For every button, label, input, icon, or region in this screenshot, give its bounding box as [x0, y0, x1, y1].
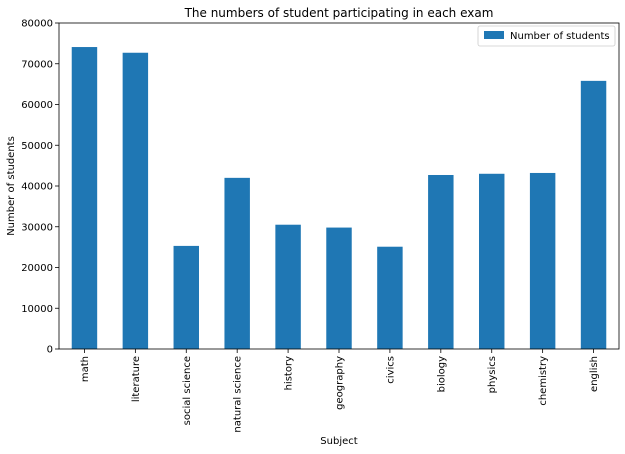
y-tick-label: 70000: [21, 59, 53, 70]
x-tick-label: literature: [131, 356, 142, 402]
bar: [580, 80, 607, 350]
bar: [529, 172, 556, 349]
x-tick-label: history: [284, 356, 295, 390]
bar: [173, 245, 199, 349]
legend-label: Number of students: [510, 31, 610, 42]
y-tick-label: 10000: [21, 304, 53, 315]
y-tick-label: 40000: [21, 182, 53, 193]
bar: [479, 173, 505, 349]
x-tick-label: geography: [335, 356, 346, 410]
x-tick-label: civics: [385, 356, 396, 384]
y-tick-label: 0: [47, 345, 53, 356]
y-tick-label: 50000: [21, 141, 53, 152]
chart-title: The numbers of student participating in …: [184, 6, 494, 20]
x-tick-label: math: [80, 356, 91, 382]
plot-frame: [58, 22, 620, 350]
bar: [275, 224, 301, 349]
bar: [122, 52, 149, 350]
legend-box: [477, 25, 616, 47]
y-tick-label: 30000: [21, 222, 53, 233]
x-axis-label: Subject: [320, 436, 357, 447]
x-axis-ticks: math literature social science natural scie…: [80, 349, 600, 433]
y-axis-ticks: 0 10000 20000 30000 40000 50000 60000 70000 8000…: [21, 19, 59, 356]
bar: [71, 47, 98, 349]
legend: Number of students: [477, 25, 616, 47]
x-tick-label: social science: [182, 356, 193, 425]
y-tick-label: 20000: [21, 263, 53, 274]
x-tick-label: physics: [487, 356, 498, 393]
x-tick-label: english: [589, 356, 600, 392]
y-tick-label: 80000: [21, 19, 53, 30]
x-tick-label: biology: [436, 356, 447, 392]
bar: [326, 227, 352, 349]
x-tick-label: natural science: [233, 356, 244, 433]
y-axis-label: Number of students: [6, 136, 17, 236]
bar-series: [71, 47, 607, 350]
bar: [224, 177, 250, 349]
y-tick-label: 60000: [21, 100, 53, 111]
legend-swatch: [484, 31, 504, 39]
bar: [377, 246, 403, 349]
bar: [428, 174, 454, 349]
x-tick-label: chemistry: [538, 356, 549, 406]
